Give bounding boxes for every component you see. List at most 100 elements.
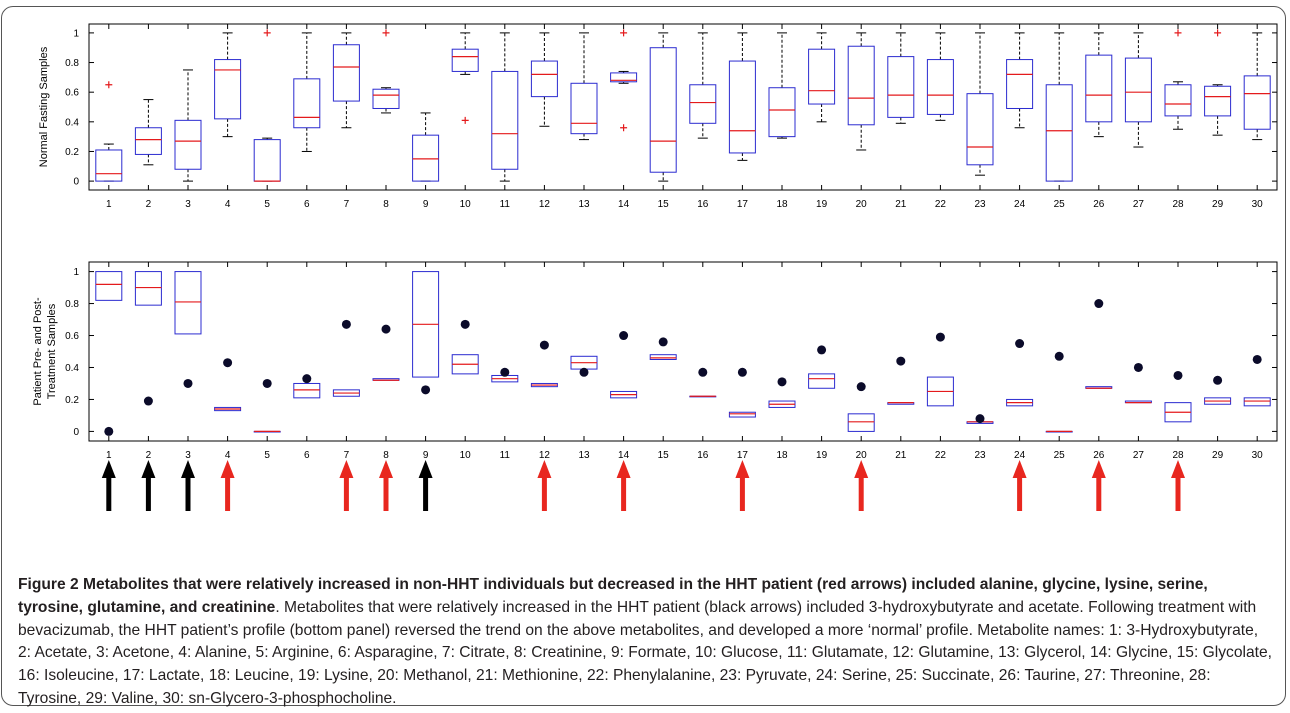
box-11 [491, 70, 519, 170]
x-tick-label: 16 [697, 450, 709, 461]
red-arrow-20 [854, 460, 869, 511]
x-tick-label: 27 [1133, 199, 1145, 210]
y-tick-label: 0.2 [65, 147, 79, 158]
y-tick-label: 0.4 [65, 117, 79, 128]
x-tick-label: 23 [974, 450, 986, 461]
box-23 [966, 93, 994, 166]
x-tick-label: 1 [106, 450, 112, 461]
patient-point [183, 378, 193, 388]
x-tick-label: 24 [1014, 450, 1026, 461]
box-4 [214, 59, 242, 120]
box-6 [293, 382, 321, 399]
patient-point [1133, 362, 1143, 372]
x-tick-label: 9 [423, 450, 429, 461]
red-arrow-26 [1091, 460, 1106, 511]
box-16 [689, 84, 717, 124]
x-tick-label: 17 [737, 199, 749, 210]
figure-frame [1, 6, 1286, 706]
patient-point [421, 385, 431, 395]
y-tick-label: 1 [73, 28, 79, 39]
patient-point [223, 358, 233, 368]
patient-point [381, 324, 391, 334]
y-axis-label: Normal Fasting Samples [38, 46, 50, 167]
patient-point [698, 367, 708, 377]
plot-area [88, 23, 1278, 191]
x-tick-label: 3 [185, 450, 191, 461]
box-10 [451, 48, 479, 72]
x-tick-label: 28 [1172, 450, 1184, 461]
patient-point [539, 340, 549, 350]
black-arrow-2 [141, 460, 156, 511]
x-tick-label: 19 [816, 199, 828, 210]
box-7 [332, 44, 360, 102]
box-30 [1243, 75, 1271, 130]
box-17 [728, 411, 756, 418]
box-2 [134, 271, 162, 306]
figure-caption: Figure 2 Metabolites that were relativel… [18, 574, 1273, 711]
x-tick-label: 18 [776, 450, 788, 461]
box-3 [174, 119, 202, 170]
patient-point [777, 377, 787, 387]
x-tick-label: 20 [856, 450, 868, 461]
figure-chart: 00.20.40.60.811 2 3 4 5 6 7 8 9 10 11 12 13 14 15 16 17 1… [32, 23, 1278, 511]
y-tick-label: 1 [73, 267, 79, 278]
patient-point [262, 378, 272, 388]
box-22 [926, 59, 954, 115]
x-tick-label: 12 [539, 199, 551, 210]
box-8 [372, 88, 400, 109]
x-tick-label: 14 [618, 450, 630, 461]
x-tick-label: 7 [344, 450, 350, 461]
y-axis-label-line1: Patient Pre- and Post- [32, 297, 44, 406]
y-axis-label-line2: Treatment Samples [46, 303, 58, 399]
x-tick-label: 3 [185, 199, 191, 210]
box-12 [530, 60, 558, 98]
box-5 [253, 139, 281, 182]
patient-point [856, 382, 866, 392]
x-tick-label: 7 [344, 199, 350, 210]
y-tick-label: 0.2 [65, 395, 79, 406]
box-19 [808, 373, 836, 389]
patient-point [1213, 375, 1223, 385]
patient-point [1252, 354, 1262, 364]
patient-point [975, 414, 985, 424]
box-28 [1164, 84, 1192, 117]
x-tick-label: 10 [460, 450, 472, 461]
x-tick-label: 17 [737, 450, 749, 461]
x-tick-label: 26 [1093, 450, 1105, 461]
patient-point [341, 319, 351, 329]
caption-title: Figure 2 Metabolites that were relativel… [18, 576, 1208, 616]
patient-point [143, 396, 153, 406]
x-tick-label: 26 [1093, 199, 1105, 210]
box-15 [649, 354, 677, 360]
box-19 [808, 48, 836, 105]
box-29 [1204, 85, 1232, 117]
x-tick-label: 20 [856, 199, 868, 210]
x-tick-label: 19 [816, 450, 828, 461]
patient-point [658, 337, 668, 347]
outlier-marker [105, 81, 113, 89]
patient-point [1054, 351, 1064, 361]
patient-point [104, 426, 114, 436]
box-20 [847, 413, 875, 432]
red-arrow-8 [379, 460, 393, 511]
y-tick-label: 0.6 [65, 331, 79, 342]
x-tick-label: 10 [460, 199, 472, 210]
x-tick-label: 2 [146, 199, 152, 210]
patient-point [302, 374, 312, 384]
x-tick-label: 29 [1212, 199, 1224, 210]
top-panel: 00.20.40.60.811 2 3 4 5 6 7 8 9 10 11 12 13 14 15 16 17 1… [38, 23, 1278, 210]
patient-point [817, 345, 827, 355]
patient-point [619, 331, 629, 341]
x-tick-label: 21 [895, 199, 907, 210]
x-tick-label: 25 [1054, 199, 1066, 210]
x-tick-label: 11 [500, 199, 511, 210]
x-tick-label: 4 [225, 450, 231, 461]
patient-point [460, 319, 470, 329]
box-18 [768, 87, 796, 138]
plot-area [88, 261, 1278, 442]
outlier-marker [1214, 29, 1222, 37]
box-27 [1124, 57, 1152, 123]
red-arrow-12 [537, 460, 552, 511]
x-tick-label: 24 [1014, 199, 1026, 210]
red-arrow-24 [1012, 460, 1027, 511]
